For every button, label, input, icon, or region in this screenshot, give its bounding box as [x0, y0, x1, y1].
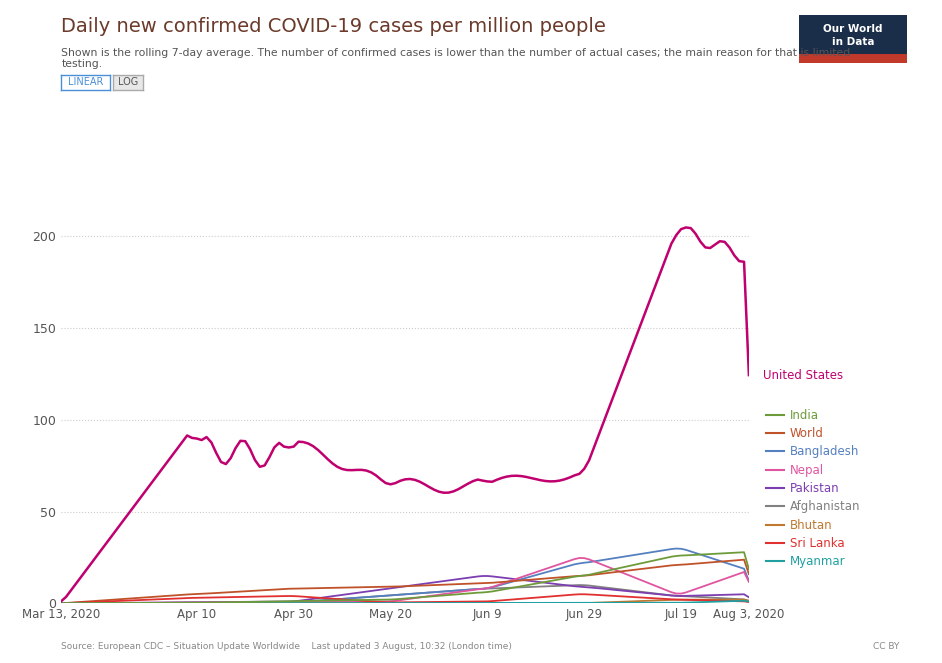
Text: Source: European CDC – Situation Update Worldwide    Last updated 3 August, 10:3: Source: European CDC – Situation Update …	[61, 642, 512, 651]
Text: United States: United States	[763, 369, 843, 382]
Text: Daily new confirmed COVID-19 cases per million people: Daily new confirmed COVID-19 cases per m…	[61, 17, 606, 36]
Text: CC BY: CC BY	[873, 642, 900, 651]
Text: LINEAR: LINEAR	[68, 77, 104, 88]
Text: LOG: LOG	[118, 77, 138, 88]
Text: in Data: in Data	[832, 36, 874, 46]
Text: Shown is the rolling 7-day average. The number of confirmed cases is lower than : Shown is the rolling 7-day average. The …	[61, 48, 851, 70]
Text: Our World: Our World	[823, 24, 883, 34]
Bar	[799, 54, 907, 63]
Legend: India, World, Bangladesh, Nepal, Pakistan, Afghanistan, Bhutan, Sri Lanka, Myanm: India, World, Bangladesh, Nepal, Pakista…	[762, 404, 865, 573]
